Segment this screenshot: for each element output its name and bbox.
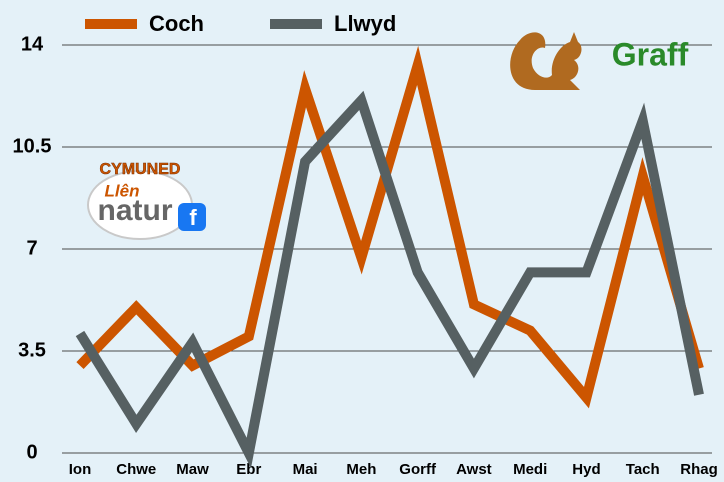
y-tick-label: 3.5: [18, 339, 46, 361]
page: {"chart_data": {"type": "line", "categor…: [0, 0, 724, 482]
x-tick-label: Awst: [456, 461, 492, 478]
logo-text: natur: [98, 194, 173, 227]
logo-text: CYMUNED: [100, 161, 181, 178]
x-tick-label: Hyd: [572, 461, 600, 478]
x-tick-label: Maw: [176, 461, 209, 478]
logo-text: Graff: [612, 36, 689, 72]
x-tick-label: Rhag: [680, 461, 718, 478]
x-tick-label: Medi: [513, 461, 547, 478]
legend-label: Coch: [149, 11, 204, 36]
chart: 03.5710.514IonChweMawEbrMaiMehGorffAwstM…: [0, 0, 724, 482]
x-tick-label: Meh: [346, 461, 376, 478]
facebook-f: f: [189, 205, 197, 230]
legend-label: Llwyd: [334, 11, 396, 36]
y-tick-label: 10.5: [13, 135, 52, 157]
x-tick-label: Ion: [69, 461, 92, 478]
y-tick-label: 14: [21, 33, 44, 55]
x-tick-label: Chwe: [116, 461, 156, 478]
x-tick-label: Gorff: [399, 461, 437, 478]
x-tick-label: Mai: [293, 461, 318, 478]
y-tick-label: 7: [26, 237, 37, 259]
x-tick-label: Tach: [626, 461, 660, 478]
y-tick-label: 0: [26, 441, 37, 463]
